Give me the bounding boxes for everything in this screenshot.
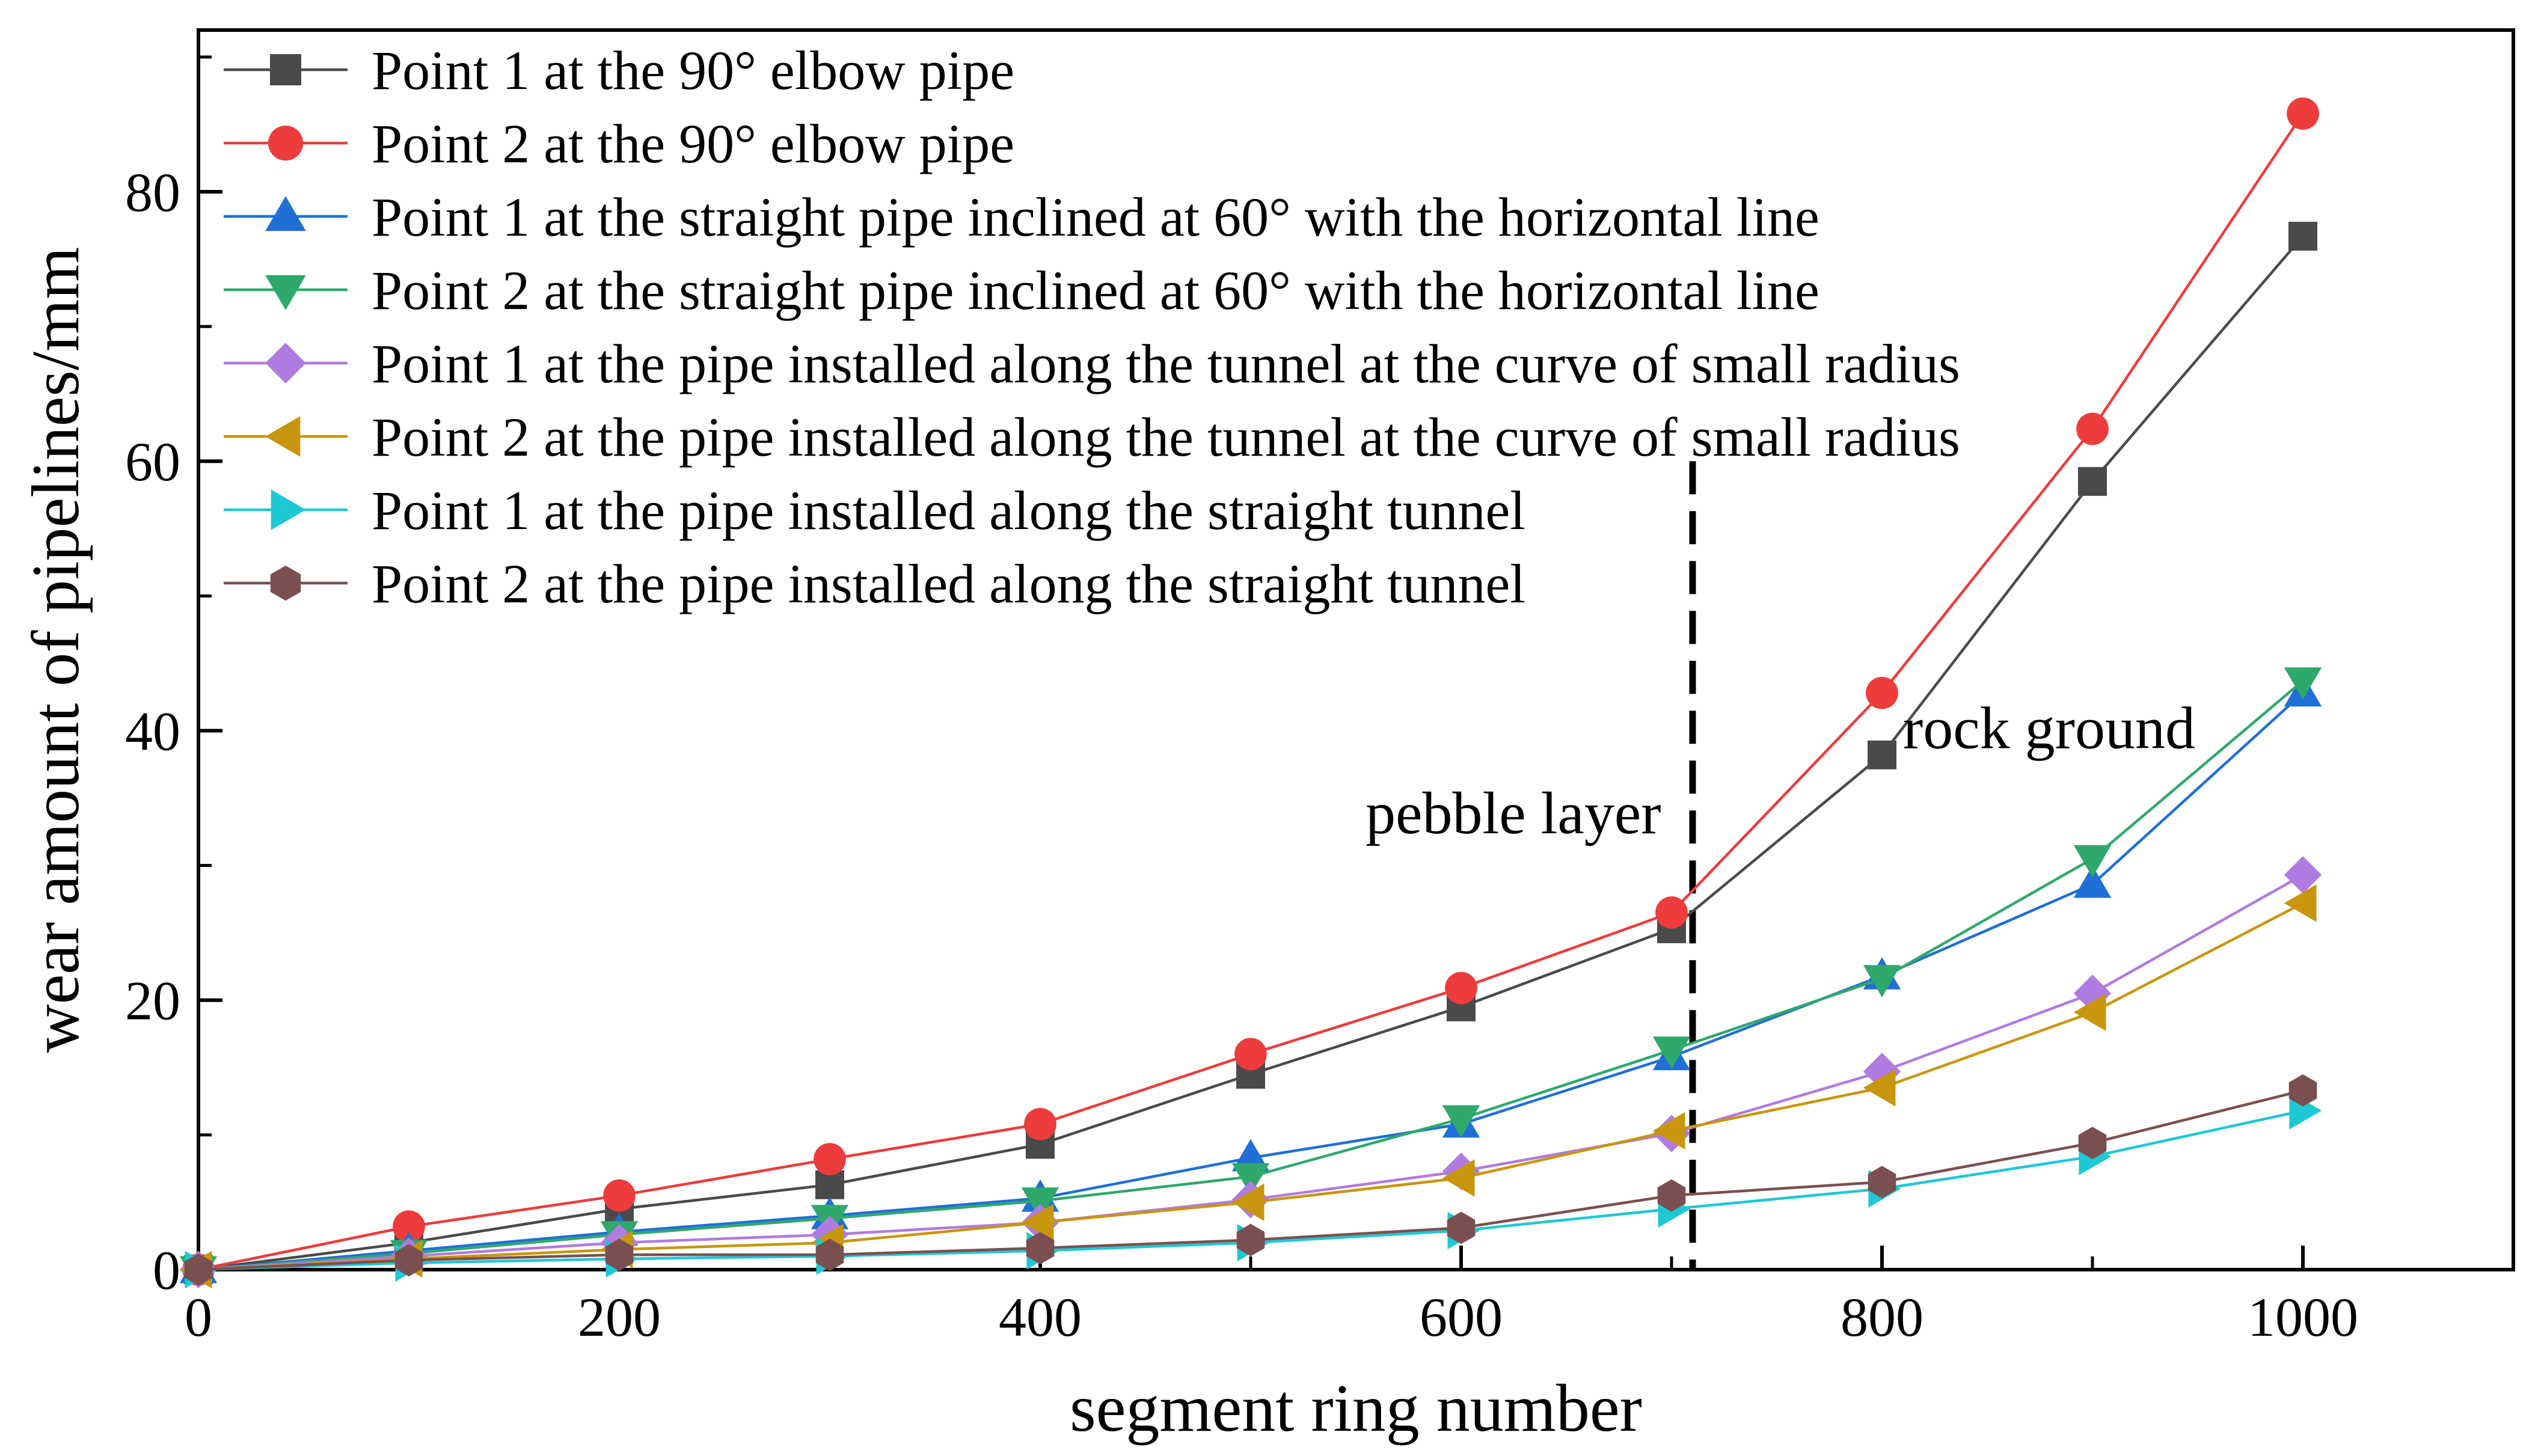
annotation-pebble-layer: pebble layer	[1366, 780, 1661, 846]
data-point	[2078, 466, 2107, 496]
plot-frame	[197, 28, 2515, 1271]
data-point	[1442, 1105, 1480, 1138]
legend-label: Point 2 at the straight pipe inclined at…	[372, 260, 1819, 321]
legend-marker	[271, 489, 306, 530]
data-point	[1234, 1038, 1267, 1071]
legend-item-7: Point 1 at the pipe installed along the …	[224, 480, 1525, 541]
legend-marker	[265, 275, 306, 310]
data-point	[1442, 1159, 1475, 1197]
legend-marker	[268, 125, 304, 161]
data-point	[1652, 1112, 1685, 1150]
legend-label: Point 2 at the 90° elbow pipe	[372, 113, 1014, 174]
data-point	[2288, 1074, 2317, 1107]
series-group	[179, 97, 2322, 1289]
legend-label: Point 1 at the straight pipe inclined at…	[372, 186, 1819, 248]
data-point	[1863, 1069, 1896, 1107]
data-point	[2284, 884, 2317, 922]
data-point	[1655, 896, 1688, 929]
data-point	[605, 1238, 634, 1271]
x-tick-label: 800	[1841, 1286, 1923, 1348]
legend-item-3: Point 1 at the straight pipe inclined at…	[224, 186, 1819, 248]
legend-item-2: Point 2 at the 90° elbow pipe	[224, 113, 1014, 174]
legend-label: Point 2 at the pipe installed along the …	[372, 553, 1525, 614]
data-point	[814, 1143, 846, 1176]
x-tick-label: 400	[999, 1286, 1082, 1348]
data-point	[1024, 1108, 1056, 1140]
x-tick-label: 0	[185, 1286, 212, 1348]
x-axis-title: segment ring number	[1070, 1371, 1642, 1446]
data-point	[2073, 993, 2106, 1032]
data-point	[1231, 1163, 1270, 1196]
data-point	[1868, 740, 1896, 769]
legend-label: Point 2 at the pipe installed along the …	[372, 406, 1960, 468]
data-point	[1026, 1232, 1055, 1264]
legend-marker	[265, 416, 301, 457]
legend-item-1: Point 1 at the 90° elbow pipe	[224, 40, 1014, 101]
axes: 0 200 400 600 800 1000 0 20 40 60 80	[125, 28, 2515, 1348]
data-point	[1868, 1166, 1896, 1199]
y-tick-label: 0	[153, 1240, 180, 1301]
data-point	[1652, 1036, 1691, 1069]
data-point	[393, 1210, 425, 1243]
data-point	[1445, 971, 1477, 1005]
annotations: pebble layer rock ground	[1366, 695, 2195, 846]
data-point	[2078, 1127, 2107, 1160]
x-tick-label: 200	[578, 1286, 661, 1348]
data-point	[184, 1253, 213, 1286]
y-tick-label: 40	[125, 700, 180, 762]
legend-item-4: Point 2 at the straight pipe inclined at…	[224, 260, 1819, 321]
legend-label: Point 1 at the 90° elbow pipe	[372, 40, 1014, 101]
x-tick-label: 1000	[2248, 1286, 2358, 1348]
data-point	[603, 1179, 636, 1212]
legend-item-6: Point 2 at the pipe installed along the …	[224, 406, 1960, 468]
legend-label: Point 1 at the pipe installed along the …	[372, 333, 1960, 394]
y-tick-label: 80	[125, 162, 180, 223]
data-point	[2073, 865, 2112, 898]
legend-marker	[265, 196, 306, 231]
data-point	[1021, 1204, 1054, 1241]
data-point	[1021, 1187, 1059, 1220]
legend-marker	[270, 54, 301, 85]
data-point	[2288, 221, 2317, 251]
data-point	[394, 1244, 423, 1277]
data-point	[2284, 856, 2322, 894]
legend: Point 1 at the 90° elbow pipe Point 2 at …	[224, 40, 1960, 614]
legend-item-8: Point 2 at the pipe installed along the …	[224, 553, 1525, 614]
y-tick-label: 60	[125, 431, 180, 492]
x-tick-label: 600	[1420, 1286, 1503, 1348]
data-point	[1231, 1183, 1264, 1222]
series-8	[184, 1074, 2317, 1286]
data-point	[1447, 1211, 1476, 1244]
data-point	[2073, 845, 2112, 878]
data-point	[815, 1238, 844, 1271]
data-point	[1657, 1179, 1686, 1212]
annotation-rock-ground: rock ground	[1903, 695, 2195, 762]
data-point	[1863, 965, 1901, 998]
data-point	[2287, 97, 2319, 130]
data-point	[1866, 676, 1898, 709]
data-point	[1863, 1053, 1901, 1090]
legend-label: Point 1 at the pipe installed along the …	[372, 480, 1525, 541]
legend-marker	[265, 343, 306, 384]
y-tick-label: 20	[125, 970, 180, 1032]
legend-marker	[270, 565, 301, 601]
data-point	[2076, 412, 2109, 445]
legend-item-5: Point 1 at the pipe installed along the …	[224, 333, 1960, 394]
y-axis-title: wear amount of pipelines/mm	[19, 247, 93, 1053]
data-point	[2284, 667, 2322, 700]
data-point	[2073, 974, 2112, 1012]
data-point	[1236, 1223, 1265, 1256]
